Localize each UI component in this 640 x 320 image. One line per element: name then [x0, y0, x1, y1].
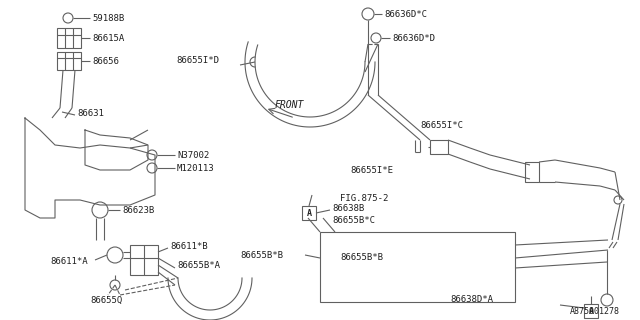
Text: 86611*B: 86611*B	[170, 242, 207, 251]
Text: 86655B*B: 86655B*B	[240, 251, 283, 260]
Text: M120113: M120113	[177, 164, 214, 172]
Bar	[57, 28, 81, 48]
Text: 86655B*A: 86655B*A	[177, 261, 220, 270]
Text: 86655Q: 86655Q	[90, 295, 122, 305]
Bar	[584, 304, 598, 318]
Bar	[320, 232, 515, 302]
Text: N37002: N37002	[177, 150, 209, 159]
Text: FIG.875-2: FIG.875-2	[340, 194, 388, 203]
Text: 59188B: 59188B	[92, 13, 124, 22]
Text: 86655B*C: 86655B*C	[332, 215, 375, 225]
Text: 86611*A: 86611*A	[50, 258, 88, 267]
Text: FRONT: FRONT	[275, 100, 305, 110]
Text: A: A	[589, 307, 593, 316]
Bar	[130, 245, 158, 275]
Text: 86638B: 86638B	[332, 204, 364, 212]
Text: 86655B*B: 86655B*B	[340, 253, 383, 262]
Text: 86631: 86631	[77, 108, 104, 117]
Text: 86656: 86656	[92, 57, 119, 66]
Bar	[525, 162, 539, 182]
Text: 86655I*D: 86655I*D	[176, 55, 219, 65]
Bar	[430, 140, 448, 154]
Bar	[302, 206, 316, 220]
Text: 86636D*D: 86636D*D	[392, 34, 435, 43]
Text: 86623B: 86623B	[122, 205, 154, 214]
Text: 86636D*C: 86636D*C	[384, 10, 427, 19]
Text: 86615A: 86615A	[92, 34, 124, 43]
Text: 86655I*E: 86655I*E	[350, 165, 393, 174]
Text: 86655I*C: 86655I*C	[420, 121, 463, 130]
Text: A: A	[307, 209, 312, 218]
Bar	[57, 52, 81, 70]
Text: 86638D*A: 86638D*A	[450, 295, 493, 305]
Text: A875001278: A875001278	[570, 308, 620, 316]
